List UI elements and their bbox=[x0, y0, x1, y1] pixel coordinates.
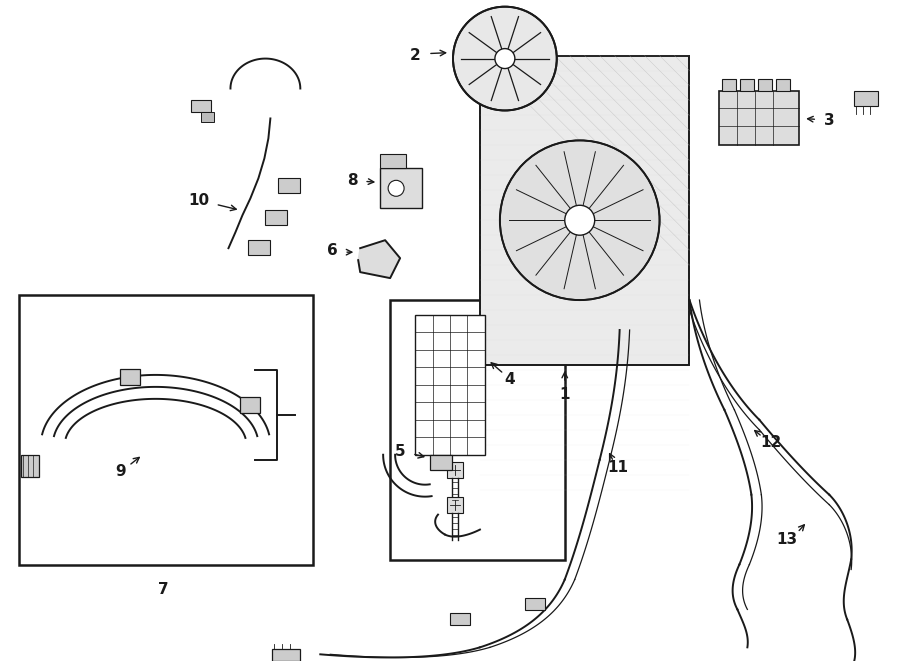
Bar bbox=[266, 211, 287, 225]
Circle shape bbox=[495, 48, 515, 69]
Bar bbox=[723, 79, 736, 91]
Circle shape bbox=[565, 205, 595, 235]
Text: 8: 8 bbox=[346, 173, 357, 188]
Text: 2: 2 bbox=[410, 48, 420, 63]
Bar bbox=[450, 614, 470, 626]
Bar bbox=[201, 113, 214, 122]
Text: 9: 9 bbox=[115, 464, 126, 479]
Bar bbox=[447, 496, 463, 512]
Text: 13: 13 bbox=[777, 532, 798, 547]
Bar bbox=[248, 240, 270, 255]
Bar bbox=[390, 300, 565, 559]
Bar bbox=[19, 295, 313, 565]
Bar bbox=[278, 178, 301, 193]
Circle shape bbox=[388, 180, 404, 197]
Bar bbox=[719, 91, 799, 146]
Text: 12: 12 bbox=[760, 436, 782, 450]
Text: 3: 3 bbox=[824, 113, 834, 128]
Bar bbox=[777, 79, 790, 91]
Bar bbox=[273, 649, 301, 661]
Bar bbox=[21, 455, 39, 477]
Bar bbox=[480, 56, 689, 365]
Text: 6: 6 bbox=[327, 243, 338, 258]
Bar bbox=[741, 79, 754, 91]
Bar bbox=[430, 455, 452, 470]
Text: 1: 1 bbox=[560, 387, 570, 402]
Bar bbox=[415, 315, 485, 455]
Bar bbox=[380, 154, 406, 168]
Bar bbox=[854, 91, 878, 107]
Text: 5: 5 bbox=[395, 444, 405, 459]
Bar bbox=[447, 461, 463, 478]
Text: 4: 4 bbox=[505, 373, 515, 387]
Text: 11: 11 bbox=[608, 460, 628, 475]
Bar bbox=[759, 79, 772, 91]
Polygon shape bbox=[358, 240, 401, 278]
Bar bbox=[525, 598, 544, 610]
Bar bbox=[120, 369, 140, 385]
Circle shape bbox=[500, 140, 660, 300]
Bar bbox=[380, 168, 422, 209]
Text: 7: 7 bbox=[158, 582, 169, 597]
Bar bbox=[240, 397, 260, 413]
Text: 10: 10 bbox=[188, 193, 209, 208]
Circle shape bbox=[453, 7, 557, 111]
Bar bbox=[191, 101, 211, 113]
